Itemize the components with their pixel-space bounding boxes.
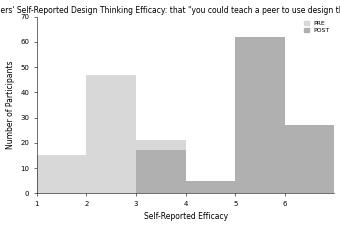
- Bar: [86, 75, 136, 193]
- X-axis label: Self-Reported Efficacy: Self-Reported Efficacy: [143, 212, 228, 222]
- Bar: [37, 155, 86, 193]
- Y-axis label: Number of Participants: Number of Participants: [5, 61, 15, 149]
- Bar: [285, 125, 335, 193]
- Bar: [136, 150, 186, 193]
- Bar: [235, 37, 285, 193]
- Title: Non-Designers' Self-Reported Design Thinking Efficacy: that "you could teach a p: Non-Designers' Self-Reported Design Thin…: [0, 5, 340, 15]
- Legend: PRE, POST: PRE, POST: [303, 20, 331, 34]
- Bar: [136, 140, 186, 193]
- Bar: [186, 181, 235, 193]
